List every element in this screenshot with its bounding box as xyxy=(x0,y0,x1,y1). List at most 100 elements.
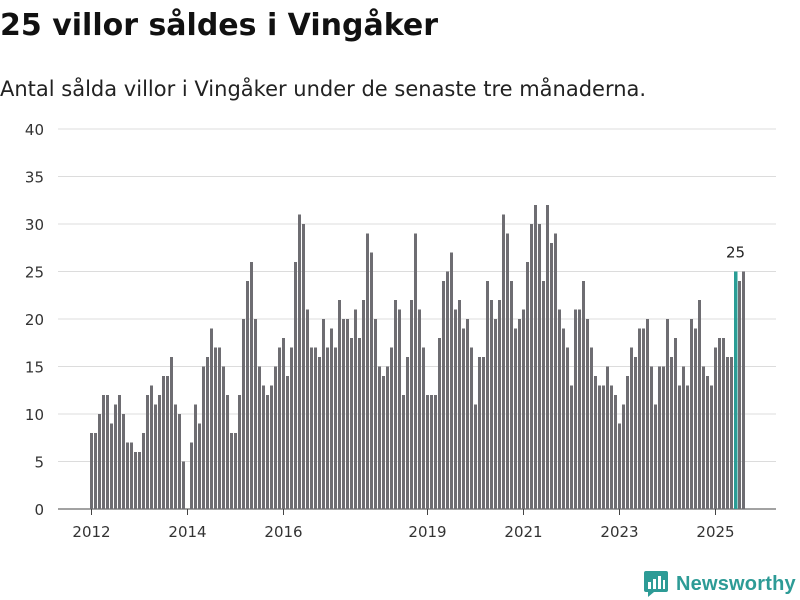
bar xyxy=(566,347,569,509)
bar xyxy=(294,262,297,509)
bar xyxy=(150,385,153,509)
bar xyxy=(602,385,605,509)
bar xyxy=(706,376,709,509)
bar xyxy=(318,357,321,509)
bar xyxy=(506,233,509,509)
bar xyxy=(346,319,349,509)
y-tick-label: 5 xyxy=(34,454,44,472)
x-tick-label: 2019 xyxy=(408,523,446,541)
bar xyxy=(398,309,401,509)
bar xyxy=(718,338,721,509)
bar xyxy=(622,404,625,509)
bar xyxy=(282,338,285,509)
bar xyxy=(538,224,541,509)
bar xyxy=(586,319,589,509)
x-tick-label: 2023 xyxy=(600,523,638,541)
bar xyxy=(426,395,429,509)
bar xyxy=(182,461,185,509)
bar xyxy=(382,376,385,509)
bar xyxy=(114,404,117,509)
bar xyxy=(546,205,549,509)
bar xyxy=(518,319,521,509)
bar xyxy=(462,328,465,509)
bar xyxy=(334,347,337,509)
bar xyxy=(286,376,289,509)
bar xyxy=(154,404,157,509)
bar xyxy=(198,423,201,509)
bar xyxy=(550,243,553,509)
bar xyxy=(674,338,677,509)
highlight-bar xyxy=(734,271,738,509)
bar xyxy=(254,319,257,509)
highlight-value-label: 25 xyxy=(726,244,745,262)
bar xyxy=(578,309,581,509)
bar xyxy=(102,395,105,509)
bar xyxy=(650,366,653,509)
bar xyxy=(134,452,137,509)
bar xyxy=(490,300,493,509)
bar xyxy=(738,281,741,509)
brand-name: Newsworthy xyxy=(676,572,796,595)
bar xyxy=(726,357,729,509)
y-tick-label: 0 xyxy=(34,501,44,519)
x-tick-label: 2014 xyxy=(168,523,206,541)
bar xyxy=(618,423,621,509)
bar xyxy=(342,319,345,509)
x-tick-label: 2012 xyxy=(72,523,110,541)
bar xyxy=(646,319,649,509)
bar xyxy=(482,357,485,509)
bar xyxy=(130,442,133,509)
bar xyxy=(298,214,301,509)
bar xyxy=(302,224,305,509)
newsworthy-logo: Newsworthy xyxy=(644,570,796,598)
y-tick-label: 40 xyxy=(25,121,44,139)
bar xyxy=(394,300,397,509)
bar xyxy=(470,347,473,509)
y-tick-label: 35 xyxy=(25,169,44,187)
bar xyxy=(238,395,241,509)
bar xyxy=(434,395,437,509)
bar xyxy=(730,357,733,509)
bar xyxy=(242,319,245,509)
bar xyxy=(486,281,489,509)
bar xyxy=(390,347,393,509)
bar xyxy=(554,233,557,509)
bar xyxy=(262,385,265,509)
bar xyxy=(306,309,309,509)
bar xyxy=(610,385,613,509)
x-axis-ticks: 2012 2014 2016 2019 2021 2023 2025 xyxy=(72,509,735,541)
bar xyxy=(110,423,113,509)
y-tick-label: 25 xyxy=(25,264,44,282)
bar xyxy=(598,385,601,509)
bar xyxy=(542,281,545,509)
bar xyxy=(174,404,177,509)
y-axis-ticks: 0 5 10 15 20 25 30 35 40 xyxy=(25,121,44,519)
bar xyxy=(522,309,525,509)
bar xyxy=(106,395,109,509)
bar xyxy=(634,357,637,509)
chart-title: 25 villor såldes i Vingåker xyxy=(0,8,439,43)
bar xyxy=(210,328,213,509)
bar xyxy=(494,319,497,509)
bar xyxy=(574,309,577,509)
bar xyxy=(270,385,273,509)
bar xyxy=(626,376,629,509)
bar xyxy=(358,338,361,509)
bar xyxy=(98,414,101,509)
bar xyxy=(442,281,445,509)
bar xyxy=(478,357,481,509)
bar xyxy=(370,252,373,509)
bar xyxy=(534,205,537,509)
bar xyxy=(658,366,661,509)
bar xyxy=(354,309,357,509)
bar xyxy=(258,366,261,509)
bar xyxy=(582,281,585,509)
bar xyxy=(474,404,477,509)
bar xyxy=(742,271,745,509)
bar xyxy=(206,357,209,509)
bar xyxy=(570,385,573,509)
bar xyxy=(630,347,633,509)
bar xyxy=(170,357,173,509)
bar xyxy=(446,271,449,509)
